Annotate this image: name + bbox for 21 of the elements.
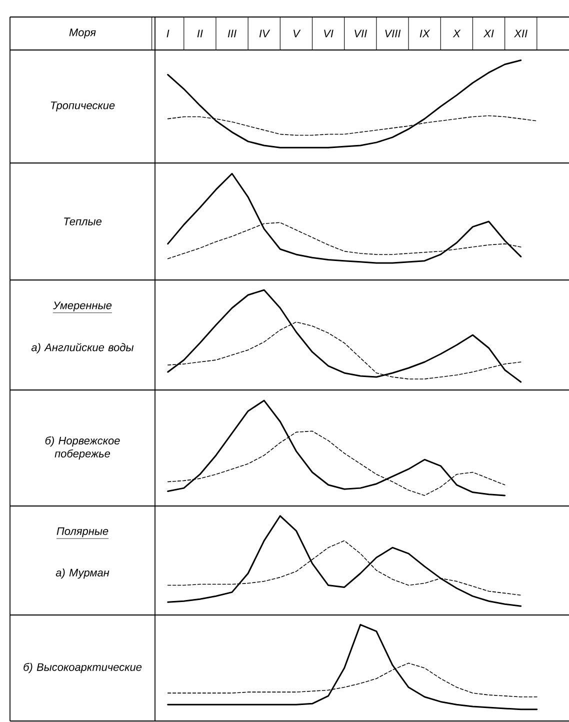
x-tick-label: X [452, 30, 461, 38]
text: Теплые [64, 218, 102, 226]
text: Тропические [50, 102, 115, 112]
x-tick-label: III [228, 30, 236, 38]
text: Моря [69, 28, 96, 38]
x-tick-label: VII [354, 30, 367, 38]
x-tick-label: VI [324, 30, 334, 38]
x-tick-label: IV [259, 30, 270, 38]
x-tick-label: VIII [385, 30, 401, 38]
x-tick-label: XII [514, 30, 528, 38]
x-tick-label: I [166, 30, 170, 38]
x-tick-label: V [294, 30, 301, 38]
text: Умеренные [53, 302, 112, 312]
text: б) Высокоарктические [24, 662, 142, 674]
x-tick-label: IX [420, 30, 430, 38]
text: Полярные [56, 527, 108, 538]
x-tick-label: II [197, 30, 203, 38]
x-tick-label: XI [483, 30, 494, 38]
text: б) Норвежское побережье [45, 436, 120, 460]
text: а) Английские воды [31, 343, 134, 354]
text: а) Мурман [56, 568, 110, 579]
